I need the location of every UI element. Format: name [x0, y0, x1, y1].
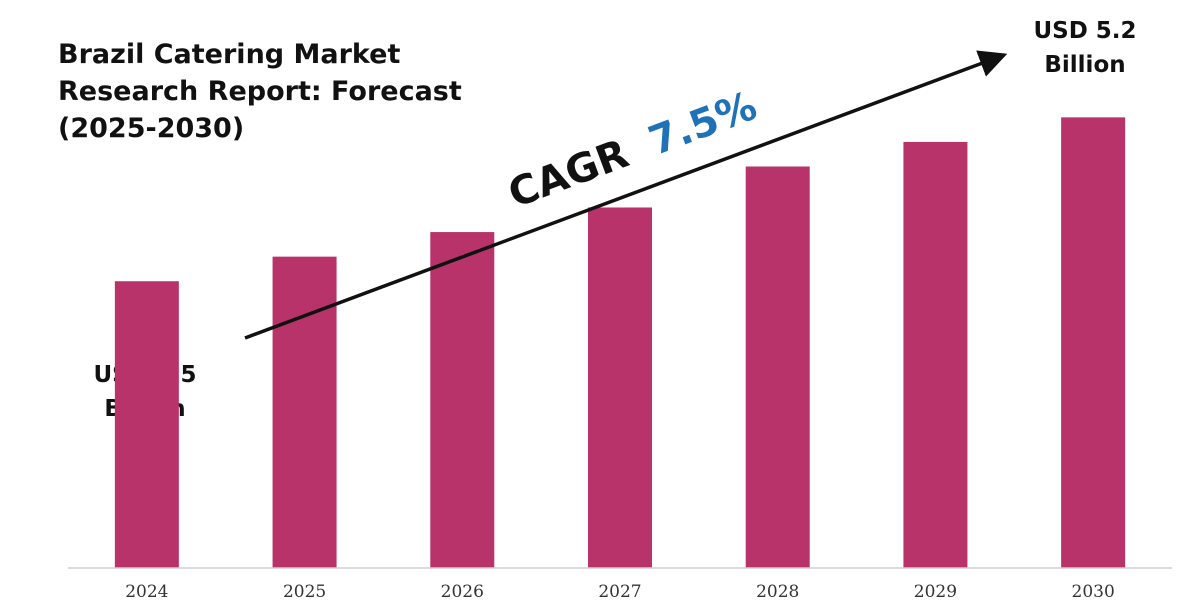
- bar-2026: [430, 232, 495, 568]
- end-value-label: USD 5.2 Billion: [1010, 14, 1160, 82]
- x-tick-labels: 2024 2025 2026 2027 2028 2029 2030: [125, 582, 1115, 600]
- x-tick-label-2024: 2024: [125, 582, 168, 600]
- cagr-trend-arrow: [244, 50, 1008, 340]
- x-tick-label-2025: 2025: [283, 582, 326, 600]
- x-tick-label-2027: 2027: [598, 582, 641, 600]
- end-value-unit: Billion: [1044, 52, 1126, 78]
- cagr-prefix: CAGR: [502, 131, 634, 217]
- bar-2025: [272, 256, 337, 568]
- bar-2027: [588, 207, 652, 568]
- x-tick-label-2026: 2026: [441, 582, 484, 600]
- bars-group: [114, 117, 1126, 569]
- x-tick-label-2028: 2028: [756, 582, 799, 600]
- cagr-annotation: CAGR 7.5%: [502, 83, 762, 217]
- bar-2028: [745, 166, 810, 569]
- x-tick-label-2029: 2029: [914, 582, 957, 600]
- end-value-amount: USD 5.2: [1033, 18, 1137, 44]
- bar-2024: [114, 281, 179, 568]
- chart-title: Brazil Catering Market Research Report: …: [58, 39, 462, 144]
- bar-2029: [903, 141, 968, 568]
- x-tick-label-2030: 2030: [1072, 582, 1115, 600]
- bar-2030: [1061, 117, 1126, 569]
